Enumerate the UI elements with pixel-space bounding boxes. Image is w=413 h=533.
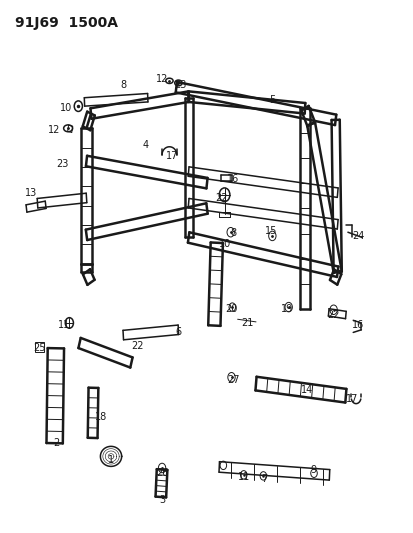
Text: 10: 10 [60, 103, 72, 114]
Text: 16: 16 [351, 319, 363, 329]
Text: 26: 26 [156, 469, 168, 478]
Text: 22: 22 [327, 310, 339, 320]
Text: 10: 10 [219, 239, 231, 249]
Text: 18: 18 [95, 412, 107, 422]
Text: 12: 12 [47, 125, 60, 135]
Text: 23: 23 [56, 159, 68, 168]
Text: 19: 19 [280, 304, 292, 314]
Text: 11: 11 [58, 319, 70, 329]
Text: 22: 22 [131, 341, 143, 351]
Ellipse shape [174, 80, 182, 86]
Text: 3: 3 [159, 495, 165, 505]
Text: 12: 12 [156, 74, 168, 84]
Text: 2: 2 [52, 438, 59, 448]
Text: 21: 21 [241, 318, 254, 328]
Ellipse shape [165, 78, 173, 84]
Text: 5: 5 [268, 95, 275, 106]
Text: 4: 4 [142, 140, 148, 150]
Text: 16: 16 [227, 174, 239, 184]
Text: 20: 20 [225, 304, 237, 314]
Text: 23: 23 [174, 79, 186, 90]
Ellipse shape [64, 125, 72, 132]
Text: 11: 11 [237, 472, 249, 482]
Text: 14: 14 [300, 385, 313, 395]
Text: 27: 27 [227, 375, 239, 385]
Text: 24: 24 [351, 231, 363, 241]
Text: 7: 7 [261, 473, 267, 483]
Text: 22: 22 [214, 193, 227, 203]
Text: 25: 25 [33, 343, 46, 353]
Bar [35, 342, 44, 352]
Text: 6: 6 [175, 327, 181, 337]
Text: 91J69  1500A: 91J69 1500A [15, 16, 118, 30]
Text: 13: 13 [25, 188, 38, 198]
Text: 1: 1 [108, 455, 114, 465]
Text: 9: 9 [309, 465, 316, 474]
Text: 15: 15 [265, 225, 277, 236]
Text: 17: 17 [345, 394, 357, 405]
Text: 17: 17 [166, 151, 178, 161]
Text: 8: 8 [120, 79, 126, 90]
Text: 8: 8 [230, 228, 236, 238]
